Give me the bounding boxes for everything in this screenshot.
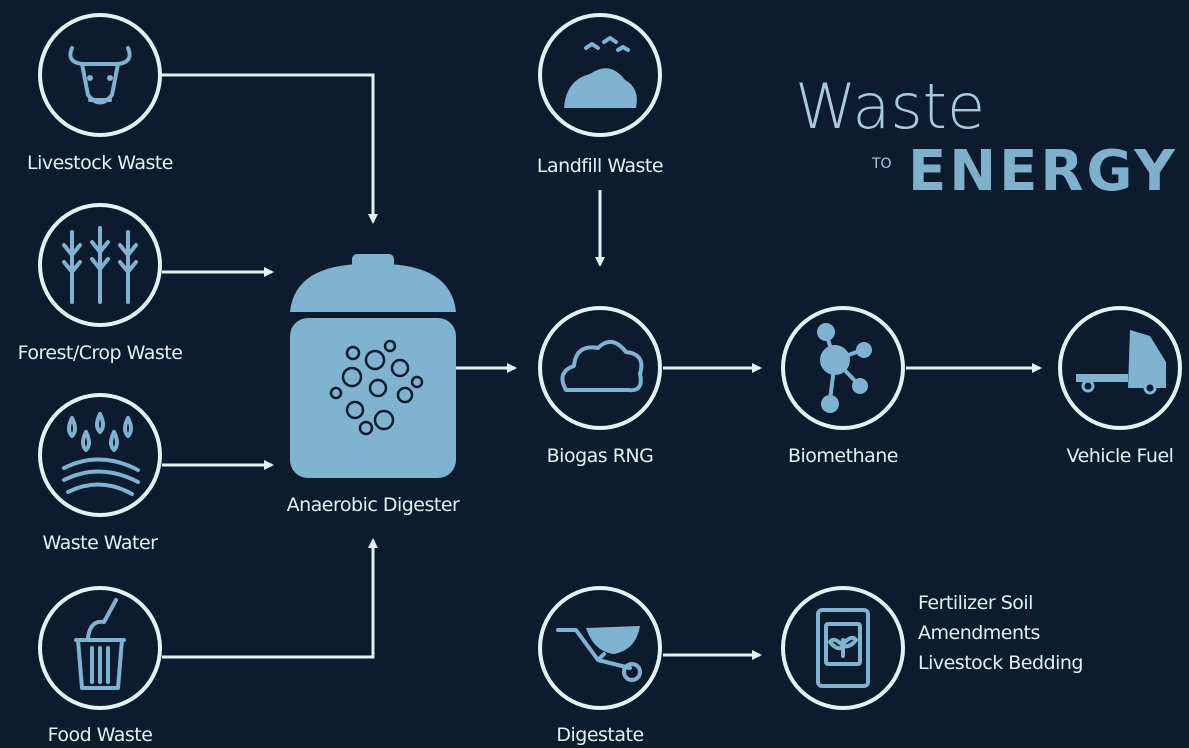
node-label: Food Waste <box>48 724 153 746</box>
node-label: Waste Water <box>43 532 159 554</box>
node-label: Livestock Waste <box>27 152 173 174</box>
title-connector: TO <box>871 156 892 172</box>
node-label-line: Livestock Bedding <box>918 652 1083 674</box>
node-label: Vehicle Fuel <box>1067 445 1174 467</box>
node-label: Biomethane <box>788 445 898 467</box>
node-label: Digestate <box>556 724 643 746</box>
node-label: Anaerobic Digester <box>287 494 460 516</box>
node-label-line: Fertilizer Soil <box>918 592 1033 614</box>
diagram: Waste TO ENERGY Livestock Waste Forest/C… <box>0 0 1189 748</box>
node-digester: Anaerobic Digester <box>287 254 460 516</box>
title-line1: Waste <box>795 70 985 143</box>
node-label: Landfill Waste <box>537 155 663 177</box>
node-label-line: Amendments <box>918 622 1040 644</box>
title-line2: ENERGY <box>908 139 1178 204</box>
node-label: Forest/Crop Waste <box>18 342 183 364</box>
node-label: Biogas RNG <box>547 445 654 467</box>
